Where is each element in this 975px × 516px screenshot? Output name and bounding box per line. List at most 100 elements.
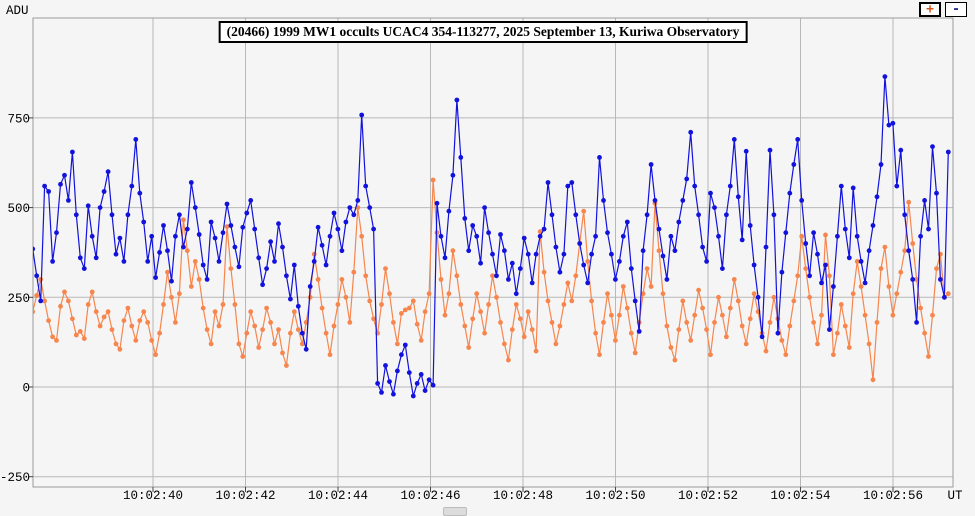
data-point-blue	[533, 251, 539, 257]
data-point-orange	[506, 357, 511, 363]
data-point-blue	[720, 266, 725, 271]
data-point-orange	[200, 305, 206, 311]
data-point-blue	[466, 248, 472, 254]
zoom-in-button[interactable]: +	[919, 2, 941, 17]
data-point-blue	[375, 381, 380, 386]
data-point-orange	[771, 294, 777, 300]
data-point-blue	[850, 185, 856, 191]
data-point-orange	[105, 309, 111, 315]
data-point-blue	[418, 372, 424, 377]
data-point-orange	[743, 341, 749, 347]
data-point-blue	[125, 212, 131, 218]
data-point-orange	[478, 309, 483, 315]
x-tick-label: 10:02:42	[215, 489, 275, 503]
data-point-orange	[799, 233, 805, 239]
data-point-blue	[835, 233, 840, 239]
data-point-blue	[303, 346, 309, 352]
data-point-orange	[410, 298, 416, 304]
data-point-blue	[731, 137, 737, 142]
x-tick-label: 10:02:56	[863, 489, 923, 503]
data-point-orange	[422, 309, 428, 315]
data-point-blue	[284, 273, 289, 279]
data-point-orange	[513, 302, 519, 307]
data-point-orange	[450, 248, 456, 254]
series-layer	[33, 74, 951, 399]
y-tick-label: 750	[7, 112, 30, 126]
data-point-blue	[743, 148, 749, 154]
data-point-orange	[549, 320, 555, 325]
data-point-blue	[145, 259, 151, 264]
data-point-orange	[585, 259, 591, 264]
horizontal-scrollbar-thumb[interactable]	[443, 507, 467, 516]
data-point-orange	[890, 312, 896, 318]
data-point-blue	[307, 284, 313, 289]
data-point-blue	[628, 266, 634, 271]
data-point-blue	[506, 277, 511, 282]
data-point-orange	[248, 309, 254, 315]
data-point-orange	[184, 248, 190, 254]
data-point-blue	[414, 381, 420, 386]
data-point-orange	[379, 302, 384, 307]
data-point-blue	[355, 198, 361, 203]
data-point-blue	[648, 162, 654, 167]
data-point-orange	[593, 330, 598, 336]
data-point-orange	[605, 291, 610, 297]
data-point-orange	[945, 291, 951, 297]
data-point-orange	[490, 273, 495, 279]
data-point-blue	[482, 205, 487, 211]
data-point-orange	[137, 318, 143, 323]
data-point-blue	[577, 241, 583, 246]
data-point-blue	[803, 241, 809, 246]
data-point-orange	[339, 277, 345, 282]
data-point-blue	[521, 235, 527, 241]
data-point-orange	[827, 273, 832, 279]
data-point-blue	[680, 198, 686, 203]
data-point-blue	[33, 246, 36, 252]
data-point-orange	[295, 327, 301, 332]
zoom-out-button[interactable]: -	[945, 2, 967, 17]
data-point-blue	[620, 233, 626, 239]
data-point-orange	[791, 298, 797, 304]
data-point-blue	[767, 147, 773, 153]
data-point-blue	[323, 262, 329, 268]
data-point-orange	[545, 298, 551, 304]
data-point-blue	[601, 198, 606, 203]
data-point-orange	[73, 332, 79, 338]
data-point-blue	[395, 368, 400, 374]
data-point-orange	[33, 309, 36, 315]
data-point-blue	[347, 205, 353, 211]
data-point-orange	[617, 312, 622, 318]
data-point-blue	[276, 221, 281, 227]
data-point-orange	[882, 244, 888, 250]
data-point-blue	[938, 277, 943, 282]
data-point-blue	[759, 334, 765, 340]
data-point-orange	[240, 354, 246, 359]
data-point-blue	[878, 162, 884, 167]
data-point-orange	[125, 305, 131, 311]
data-point-blue	[391, 391, 396, 397]
data-point-orange	[438, 277, 444, 282]
y-tick-label: 0	[22, 382, 30, 396]
data-point-orange	[720, 312, 725, 318]
data-point-orange	[109, 327, 115, 332]
data-point-orange	[141, 309, 147, 315]
data-point-blue	[870, 223, 876, 228]
data-point-blue	[470, 223, 476, 228]
data-point-blue	[450, 172, 456, 178]
data-point-blue	[422, 388, 428, 393]
data-point-blue	[220, 230, 226, 236]
x-tick-label: 10:02:44	[308, 489, 368, 503]
data-point-orange	[169, 294, 174, 300]
y-tick-label: -250	[0, 471, 30, 485]
data-point-blue	[204, 277, 210, 282]
data-point-blue	[945, 149, 951, 155]
data-point-blue	[581, 262, 587, 268]
data-point-orange	[624, 305, 630, 311]
data-point-blue	[117, 235, 123, 241]
data-point-orange	[256, 345, 262, 350]
data-point-blue	[101, 189, 107, 194]
data-point-blue	[922, 198, 927, 203]
data-point-orange	[252, 323, 258, 329]
data-point-orange	[620, 284, 626, 289]
